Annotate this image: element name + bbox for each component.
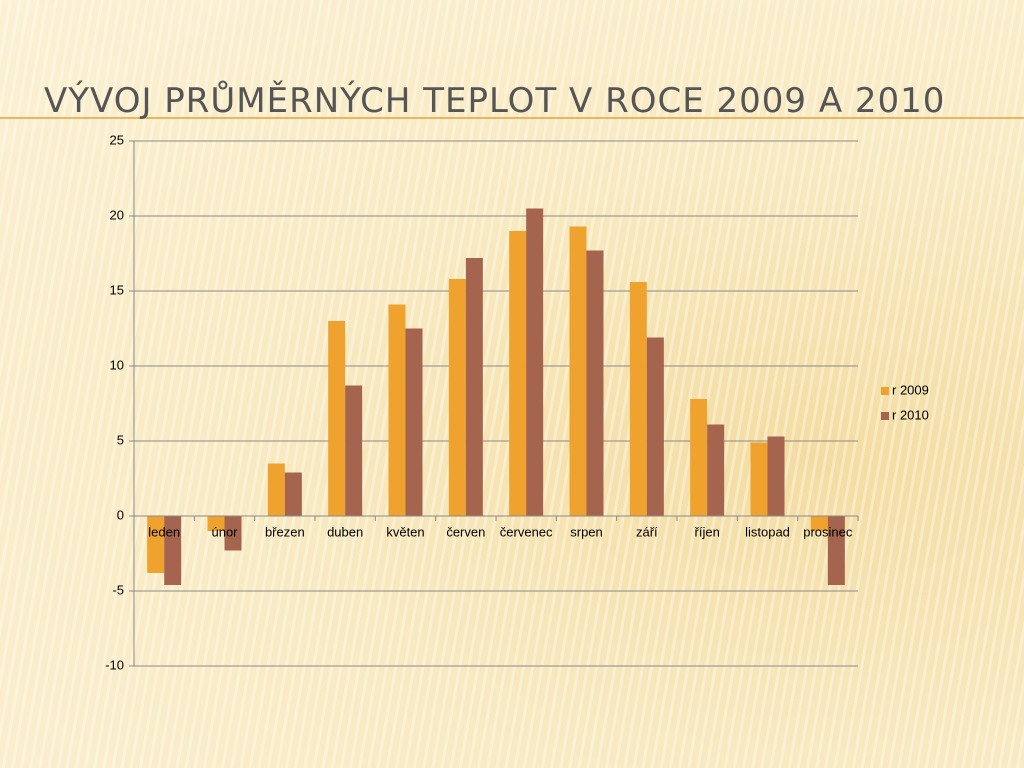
bar xyxy=(328,321,346,516)
bar xyxy=(827,516,845,585)
bar xyxy=(810,516,828,531)
legend-label: r 2009 xyxy=(892,382,929,397)
chart-title: VÝVOJ PRŮMĚRNÝCH TEPLOT V ROCE 2009 A 20… xyxy=(44,80,945,121)
bar xyxy=(164,516,182,585)
bar xyxy=(207,516,225,531)
bar xyxy=(284,472,302,516)
bar xyxy=(267,463,285,516)
x-tick-label: leden xyxy=(148,524,180,539)
x-tick-label: srpen xyxy=(570,524,603,539)
bar xyxy=(345,385,363,516)
y-tick-label: 0 xyxy=(117,507,124,522)
x-tick-label: duben xyxy=(327,524,363,539)
bar xyxy=(509,231,527,516)
y-tick-label: 10 xyxy=(110,357,124,372)
bar xyxy=(646,337,664,516)
bar xyxy=(707,424,725,516)
x-tick-label: červenec xyxy=(500,524,553,539)
x-tick-label: květen xyxy=(386,524,424,539)
y-tick-label: 20 xyxy=(110,207,124,222)
bar xyxy=(147,516,165,573)
x-tick-label: červen xyxy=(446,524,485,539)
bar xyxy=(448,279,466,516)
y-tick-label: -10 xyxy=(105,657,124,672)
legend-swatch xyxy=(881,387,889,395)
x-tick-label: prosinec xyxy=(803,524,853,539)
bar xyxy=(465,258,483,516)
x-tick-label: březen xyxy=(265,524,305,539)
y-tick-label: -5 xyxy=(112,582,124,597)
bar xyxy=(690,399,708,516)
bar xyxy=(224,516,242,551)
x-tick-label: listopad xyxy=(745,524,790,539)
legend-label: r 2010 xyxy=(892,407,929,422)
bar xyxy=(629,282,647,516)
x-tick-label: září xyxy=(636,524,658,539)
y-tick-label: 25 xyxy=(110,132,124,147)
x-tick-label: říjen xyxy=(695,524,720,539)
x-tick-label: únor xyxy=(211,524,238,539)
bar xyxy=(405,328,423,516)
legend-swatch xyxy=(881,412,889,420)
bar xyxy=(586,250,604,516)
bar xyxy=(750,442,768,516)
bar xyxy=(767,436,785,516)
y-tick-label: 15 xyxy=(110,282,124,297)
bar xyxy=(526,208,544,516)
bar xyxy=(569,226,587,516)
y-tick-label: 5 xyxy=(117,432,124,447)
bar xyxy=(388,304,406,516)
